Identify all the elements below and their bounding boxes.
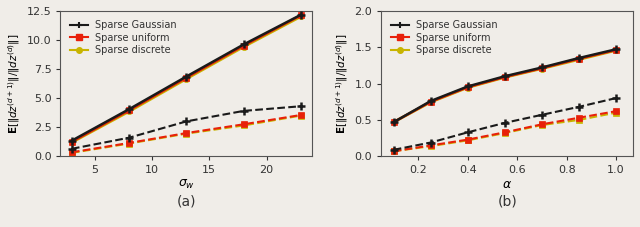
X-axis label: $\sigma_w$: $\sigma_w$ bbox=[178, 178, 195, 191]
Y-axis label: $\mathbf{E}[\|dz^{(d+1)}\|/\|dz^{(d)}\|]$: $\mathbf{E}[\|dz^{(d+1)}\|/\|dz^{(d)}\|]… bbox=[335, 33, 351, 134]
X-axis label: $\alpha$: $\alpha$ bbox=[502, 178, 513, 191]
Legend: Sparse Gaussian, Sparse uniform, Sparse discrete: Sparse Gaussian, Sparse uniform, Sparse … bbox=[386, 15, 503, 60]
Text: (b): (b) bbox=[497, 194, 517, 208]
Legend: Sparse Gaussian, Sparse uniform, Sparse discrete: Sparse Gaussian, Sparse uniform, Sparse … bbox=[65, 15, 182, 60]
Text: (a): (a) bbox=[177, 194, 196, 208]
Y-axis label: $\mathbf{E}[\|dz^{(d+1)}\|/\|dz^{(d)}\|]$: $\mathbf{E}[\|dz^{(d+1)}\|/\|dz^{(d)}\|]… bbox=[6, 33, 22, 134]
